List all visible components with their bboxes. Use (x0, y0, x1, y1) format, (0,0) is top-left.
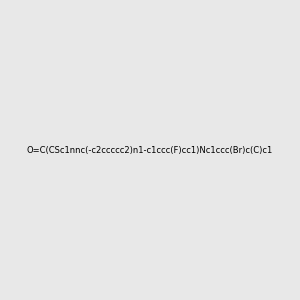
Text: O=C(CSc1nnc(-c2ccccc2)n1-c1ccc(F)cc1)Nc1ccc(Br)c(C)c1: O=C(CSc1nnc(-c2ccccc2)n1-c1ccc(F)cc1)Nc1… (27, 146, 273, 154)
